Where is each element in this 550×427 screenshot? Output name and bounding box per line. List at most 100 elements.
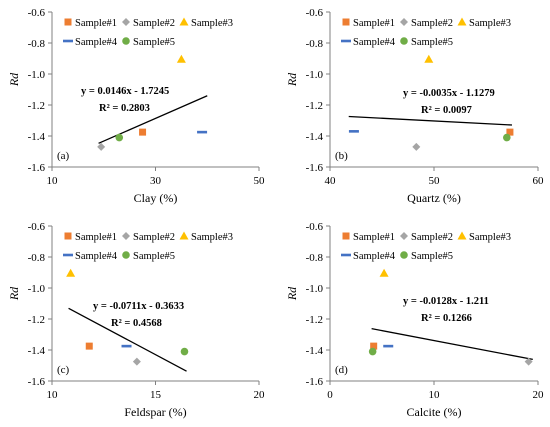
legend-label: Sample#5: [133, 251, 175, 262]
legend-marker: [400, 232, 408, 240]
y-tick-label: -1.0: [306, 283, 324, 295]
legend-marker: [400, 18, 408, 26]
data-point-sample3: [176, 54, 186, 63]
legend-label: Sample#2: [411, 18, 453, 29]
legend-marker: [342, 232, 350, 240]
data-point-sample5: [180, 347, 189, 356]
legend-marker: [63, 253, 73, 257]
legend-marker: [64, 232, 72, 240]
legend-label: Sample#3: [191, 232, 233, 243]
y-tick-label: -0.6: [28, 221, 46, 233]
x-tick-label: 15: [150, 389, 162, 401]
r-squared-label: R² = 0.2803: [99, 103, 150, 114]
x-tick-label: 20: [254, 389, 266, 401]
y-tick-label: -1.4: [28, 345, 46, 357]
trendline-equation: y = -0.0035x - 1.1279: [403, 88, 495, 99]
x-tick-label: 0: [327, 389, 333, 401]
legend-label: Sample#5: [411, 37, 453, 48]
y-tick-label: -1.0: [28, 283, 46, 295]
legend-marker: [179, 17, 189, 26]
x-tick-label: 50: [429, 175, 441, 187]
panel-label: (c): [57, 364, 70, 376]
y-tick-label: -1.4: [306, 131, 324, 143]
data-point-sample1: [139, 128, 147, 136]
r-squared-label: R² = 0.4568: [111, 318, 162, 329]
x-tick-label: 60: [533, 175, 545, 187]
panel-label: (a): [57, 150, 70, 162]
chart-panel-c: -0.6 -0.8 -1.0 -1.2 -1.4 -1.610 15 20 Feldspar (…: [7, 221, 265, 419]
legend-marker: [457, 17, 467, 26]
legend-label: Sample#1: [353, 18, 395, 29]
legend-label: Sample#2: [411, 232, 453, 243]
x-tick-label: 30: [150, 175, 162, 187]
y-tick-label: -0.8: [306, 38, 324, 50]
legend-marker: [122, 18, 130, 26]
data-point-sample3: [66, 268, 76, 277]
x-tick-label: 50: [254, 175, 266, 187]
x-axis-title: Clay (%): [134, 191, 178, 205]
x-axis-title: Quartz (%): [407, 191, 461, 205]
y-tick-label: -1.2: [28, 314, 45, 326]
trendline-equation: y = 0.0146x - 1.7245: [81, 86, 169, 97]
legend-marker: [400, 37, 408, 45]
legend-label: Sample#4: [75, 251, 118, 262]
x-tick-label: 10: [429, 389, 441, 401]
data-point-sample5: [503, 133, 511, 142]
trendline: [371, 328, 533, 361]
x-tick-label: 20: [533, 389, 545, 401]
legend-label: Sample#2: [133, 18, 175, 29]
y-tick-label: -1.4: [28, 131, 46, 143]
r-squared-label: R² = 0.0097: [421, 105, 472, 116]
trendline: [68, 307, 187, 372]
data-point-sample4: [121, 344, 132, 348]
legend-label: Sample#3: [191, 18, 233, 29]
data-point-sample1: [85, 342, 93, 350]
legend-marker: [64, 18, 72, 26]
y-tick-label: -1.4: [306, 345, 324, 357]
data-point-sample5: [115, 133, 124, 142]
legend-label: Sample#1: [75, 18, 117, 29]
legend-marker: [179, 231, 189, 240]
y-tick-label: -0.6: [306, 221, 324, 233]
legend-label: Sample#5: [133, 37, 175, 48]
data-point-sample3: [379, 268, 389, 277]
y-tick-label: -0.6: [28, 7, 46, 19]
legend-label: Sample#3: [469, 18, 511, 29]
data-point-sample4: [383, 344, 394, 348]
legend-marker: [342, 18, 350, 26]
legend-label: Sample#1: [353, 232, 395, 243]
y-tick-label: -0.6: [306, 7, 324, 19]
y-tick-label: -1.0: [28, 69, 46, 81]
legend-label: Sample#4: [353, 251, 396, 262]
y-tick-label: -1.6: [28, 162, 46, 174]
y-axis-title: Rd: [7, 286, 21, 301]
data-point-sample2: [97, 142, 106, 151]
data-point-sample2: [412, 142, 421, 151]
legend-marker: [63, 39, 73, 43]
legend-marker: [122, 251, 130, 259]
y-tick-label: -1.6: [306, 376, 324, 388]
y-tick-label: -1.6: [28, 376, 46, 388]
trendline-equation: y = -0.0711x - 0.3633: [93, 301, 184, 312]
y-tick-label: -0.8: [28, 38, 46, 50]
legend-label: Sample#2: [133, 232, 175, 243]
panel-label: (d): [335, 364, 348, 376]
chart-panel-d: -0.6 -0.8 -1.0 -1.2 -1.4 -1.60 10 20 Calcite (%)…: [285, 221, 544, 419]
x-tick-label: 10: [47, 175, 59, 187]
legend-label: Sample#4: [75, 37, 118, 48]
data-point-sample2: [524, 357, 533, 366]
data-point-sample1: [506, 128, 514, 136]
y-tick-label: -0.8: [28, 252, 46, 264]
legend-label: Sample#4: [353, 37, 396, 48]
data-point-sample1: [370, 342, 378, 350]
data-point-sample3: [424, 54, 434, 63]
legend-marker: [341, 39, 351, 43]
legend-label: Sample#1: [75, 232, 117, 243]
y-axis-title: Rd: [7, 72, 21, 87]
y-tick-label: -1.2: [306, 100, 323, 112]
chart-panel-a: -0.6 -0.8 -1.0 -1.2 -1.4 -1.610 30 50 Clay (%) Rd…: [7, 7, 265, 205]
panel-label: (b): [335, 150, 348, 162]
data-point-sample4: [348, 130, 359, 133]
legend-marker: [122, 232, 130, 240]
